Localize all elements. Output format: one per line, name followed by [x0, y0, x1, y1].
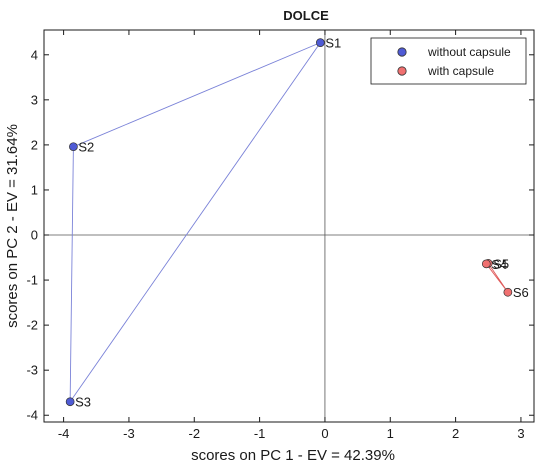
x-tick-label: -3 — [123, 426, 135, 441]
point-S3 — [65, 397, 75, 407]
point-S2 — [69, 142, 78, 152]
point-label-S5: S5 — [493, 256, 509, 271]
y-tick-label: 2 — [31, 137, 38, 152]
x-tick-label: 0 — [321, 426, 328, 441]
y-axis-ticks: -4 -3 -2 -1 0 1 2 3 4 — [26, 47, 534, 423]
x-tick-label: 3 — [517, 426, 524, 441]
y-tick-label: 3 — [31, 92, 38, 107]
legend-label-without-capsule: without capsule — [427, 45, 511, 59]
x-axis-ticks: -4 -3 -2 -1 0 1 2 3 — [58, 30, 525, 441]
x-tick-label: -2 — [188, 426, 200, 441]
point-label-S4: S4 — [491, 257, 507, 272]
y-tick-label: 1 — [31, 182, 38, 197]
point-label-S6: S6 — [513, 285, 529, 300]
x-tick-label: 2 — [452, 426, 459, 441]
plot-area — [43, 29, 535, 423]
y-tick-label: -3 — [26, 363, 38, 378]
zero-lines — [44, 30, 534, 422]
point-label-S1: S1 — [325, 36, 341, 51]
legend-label-with-capsule: with capsule — [427, 64, 494, 78]
legend-box — [370, 37, 527, 85]
y-tick-label: 4 — [31, 47, 38, 62]
y-tick-label: 0 — [31, 228, 38, 243]
point-S6 — [503, 287, 513, 297]
chart-title: DOLCE — [283, 8, 329, 23]
legend: without capsule with capsule — [370, 37, 527, 85]
point-label-S3: S3 — [75, 395, 91, 410]
x-tick-label: -4 — [58, 426, 70, 441]
legend-marker-without-capsule — [397, 47, 407, 57]
x-tick-label: 1 — [387, 426, 394, 441]
point-S1 — [316, 38, 325, 47]
series-points — [65, 38, 513, 407]
point-label-S2: S2 — [78, 140, 94, 155]
x-tick-label: -1 — [254, 426, 266, 441]
y-tick-label: -1 — [26, 273, 38, 288]
y-tick-label: -4 — [26, 408, 38, 423]
legend-marker-with-capsule — [397, 66, 407, 76]
y-tick-label: -2 — [26, 318, 38, 333]
point-S4 — [481, 259, 491, 269]
x-axis-label: scores on PC 1 - EV = 42.39% — [191, 447, 395, 464]
y-axis-label: scores on PC 2 - EV = 31.64% — [4, 124, 21, 328]
series-outline-0 — [69, 41, 322, 404]
